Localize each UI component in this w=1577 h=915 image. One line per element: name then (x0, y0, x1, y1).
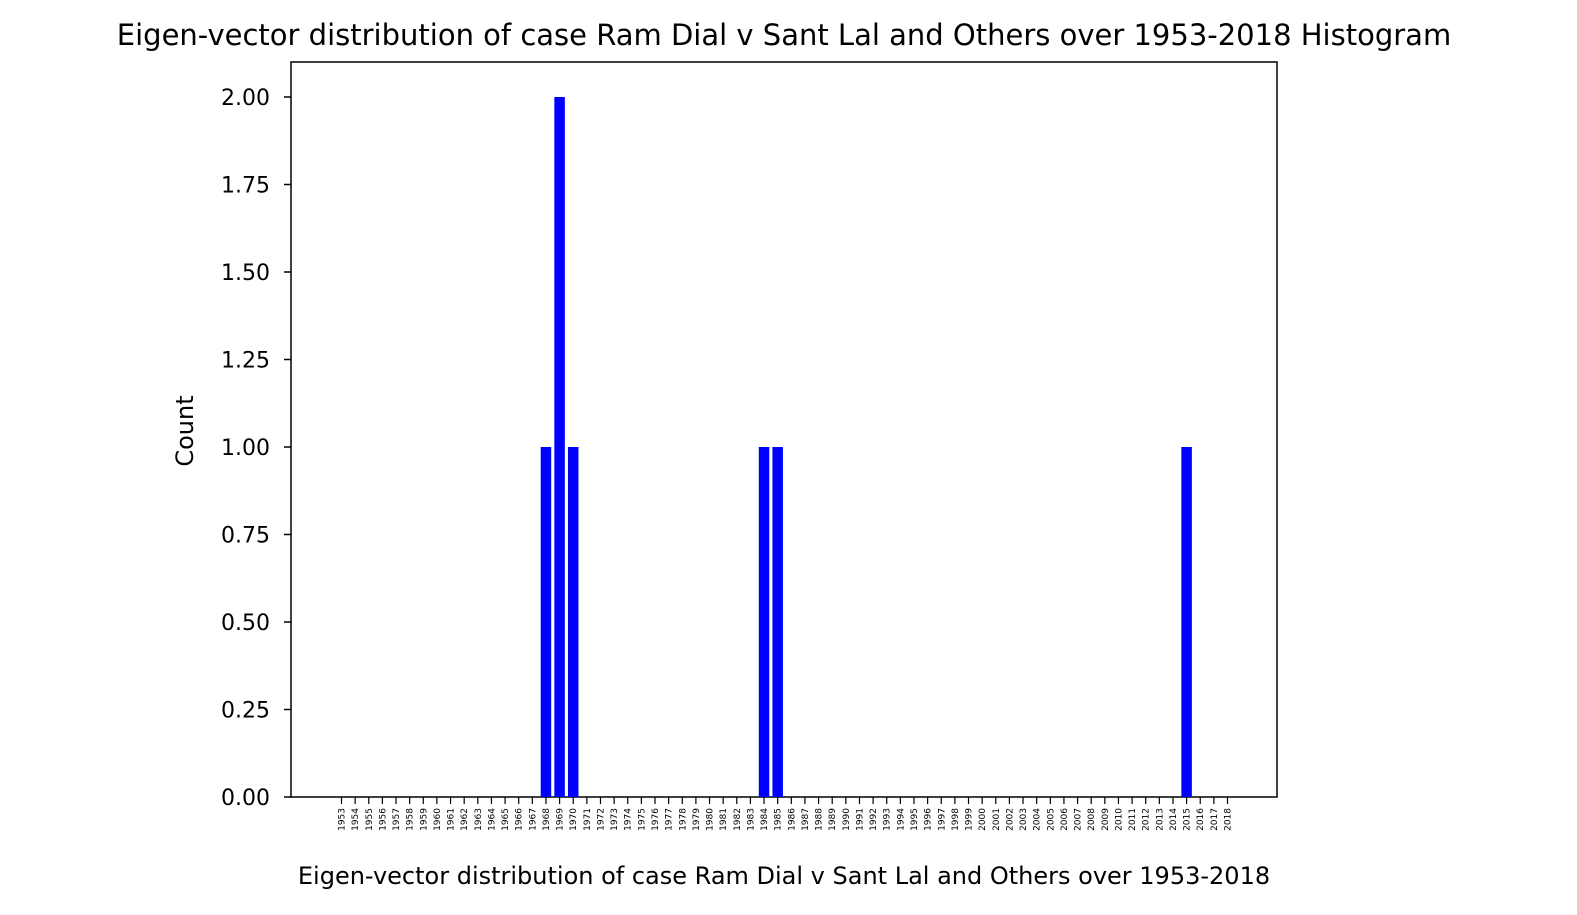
x-tick-label-1970: 1970 (569, 808, 579, 831)
chart-title: Eigen-vector distribution of case Ram Di… (117, 18, 1451, 52)
x-tick-label-1966: 1966 (515, 808, 525, 831)
x-tick-label-2006: 2006 (1060, 808, 1070, 831)
bar-1984 (758, 447, 770, 797)
bar-1968 (540, 447, 552, 797)
x-tick-label-1965: 1965 (501, 808, 511, 831)
x-tick-label-1983: 1983 (746, 808, 756, 831)
x-tick-label-1958: 1958 (406, 808, 416, 831)
x-tick-label-1956: 1956 (378, 808, 388, 831)
x-tick-label-2018: 2018 (1224, 808, 1234, 831)
x-tick-label-1957: 1957 (392, 808, 402, 831)
x-tick-label-1990: 1990 (842, 808, 852, 831)
y-tick-label: 1.25 (221, 349, 270, 374)
x-tick-label-2003: 2003 (1019, 808, 1029, 831)
x-tick-label-1967: 1967 (528, 808, 538, 831)
x-tick-label-1960: 1960 (433, 808, 443, 831)
x-tick-label-1991: 1991 (855, 808, 865, 831)
x-tick-label-2011: 2011 (1128, 808, 1138, 831)
y-tick-label: 2.00 (221, 86, 270, 111)
bar-1969 (554, 97, 565, 797)
x-tick-label-1972: 1972 (596, 808, 606, 831)
x-tick-label-2009: 2009 (1101, 808, 1111, 831)
x-tick-label-1981: 1981 (719, 808, 729, 831)
x-tick-label-1961: 1961 (447, 808, 457, 831)
x-tick-label-2012: 2012 (1142, 808, 1152, 831)
x-axis-label: Eigen-vector distribution of case Ram Di… (298, 862, 1270, 890)
x-tick-label-2008: 2008 (1087, 808, 1097, 831)
bar-1970 (567, 447, 579, 797)
x-tick-label-1984: 1984 (760, 808, 770, 831)
x-tick-label-1963: 1963 (474, 808, 484, 831)
x-tick-label-1994: 1994 (896, 808, 906, 831)
x-tick-label-1996: 1996 (924, 808, 934, 831)
x-tick-label-2010: 2010 (1114, 808, 1124, 831)
x-tick-label-1968: 1968 (542, 808, 552, 831)
x-tick-label-1978: 1978 (678, 808, 688, 831)
x-tick-label-1977: 1977 (665, 808, 675, 831)
y-tick-label: 0.50 (221, 611, 270, 636)
x-tick-label-2015: 2015 (1183, 808, 1193, 831)
x-tick-label-2001: 2001 (992, 808, 1002, 831)
x-tick-label-1973: 1973 (610, 808, 620, 831)
x-tick-label-1969: 1969 (556, 808, 566, 831)
x-tick-label-1959: 1959 (419, 808, 429, 831)
x-tick-label-1962: 1962 (460, 808, 470, 831)
y-tick-label: 1.00 (221, 436, 270, 461)
x-tick-label-1986: 1986 (787, 808, 797, 831)
x-tick-label-1954: 1954 (351, 808, 361, 831)
x-tick-label-1985: 1985 (774, 808, 784, 831)
y-tick-label: 1.50 (221, 261, 270, 286)
x-tick-label-2002: 2002 (1005, 808, 1015, 831)
x-tick-label-1971: 1971 (583, 808, 593, 831)
x-tick-label-1987: 1987 (801, 808, 811, 831)
y-axis-label: Count (171, 395, 199, 466)
x-tick-label-1989: 1989 (828, 808, 838, 831)
x-tick-label-2014: 2014 (1169, 808, 1179, 831)
x-tick-label-1974: 1974 (624, 808, 634, 831)
x-tick-label-1993: 1993 (883, 808, 893, 831)
x-tick-label-2016: 2016 (1196, 808, 1206, 831)
x-tick-label-1998: 1998 (951, 808, 961, 831)
x-tick-label-1995: 1995 (910, 808, 920, 831)
x-tick-label-1953: 1953 (338, 808, 348, 831)
y-tick-label: 1.75 (221, 174, 270, 199)
y-tick-label: 0.75 (221, 524, 270, 549)
x-tick-label-1979: 1979 (692, 808, 702, 831)
x-tick-label-1980: 1980 (706, 808, 716, 831)
x-tick-label-2007: 2007 (1074, 808, 1084, 831)
x-tick-label-1999: 1999 (965, 808, 975, 831)
x-tick-label-2017: 2017 (1210, 808, 1220, 831)
y-tick-label: 0.00 (221, 786, 270, 811)
bars-group (540, 97, 1192, 797)
x-tick-label-2004: 2004 (1033, 808, 1043, 831)
y-axis-ticks: 0.00 0.25 0.50 0.75 1.00 1.25 1.50 1.75 2.00 (221, 86, 291, 811)
x-tick-label-1964: 1964 (487, 808, 497, 831)
x-tick-label-2013: 2013 (1155, 808, 1165, 831)
x-tick-label-2000: 2000 (978, 808, 988, 831)
plot-frame (290, 61, 1278, 798)
x-tick-label-1988: 1988 (815, 808, 825, 831)
bar-1985 (772, 447, 783, 797)
x-tick-label-1976: 1976 (651, 808, 661, 831)
x-tick-label-2005: 2005 (1046, 808, 1056, 831)
x-tick-label-1982: 1982 (733, 808, 743, 831)
x-tick-label-1997: 1997 (937, 808, 947, 831)
x-tick-label-1955: 1955 (365, 808, 375, 831)
bar-2015 (1181, 447, 1192, 797)
x-axis-ticks: 1953 1954 1955 1956 1957 1958 1959 1960 1961 1962… (338, 797, 1234, 831)
x-tick-label-1975: 1975 (637, 808, 647, 831)
y-tick-label: 0.25 (221, 699, 270, 724)
x-tick-label-1992: 1992 (869, 808, 879, 831)
